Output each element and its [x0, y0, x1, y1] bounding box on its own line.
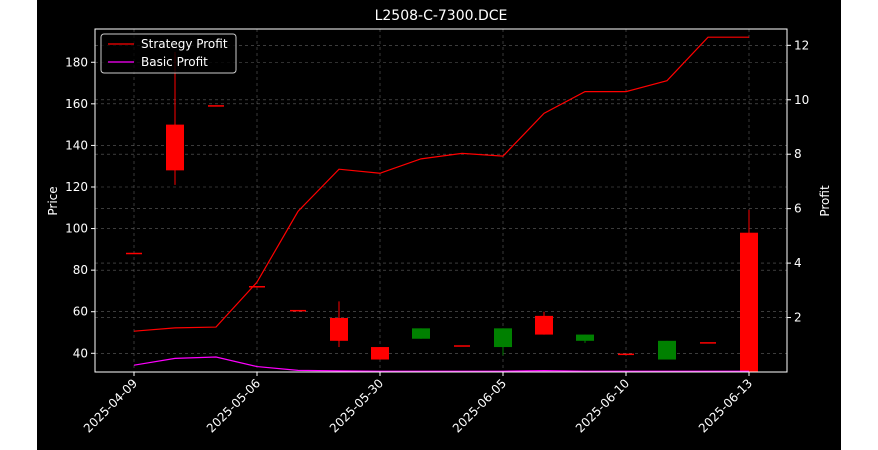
- y-right-tick-label: 12: [794, 38, 809, 52]
- x-tick-label: 2025-05-30: [327, 376, 386, 435]
- y-axis-left-label: Price: [46, 186, 60, 215]
- y-right-tick-label: 8: [794, 147, 802, 161]
- strategy-profit-line: [133, 36, 749, 332]
- chart-title: L2508-C-7300.DCE: [375, 8, 508, 24]
- legend: Strategy Profit Basic Profit: [100, 33, 237, 74]
- line-layer: [133, 36, 749, 372]
- legend-box: [100, 33, 237, 74]
- candle-body: [658, 340, 676, 360]
- candle-body: [330, 317, 348, 341]
- candle-body: [412, 328, 430, 339]
- y-left-tick-label: 180: [65, 55, 88, 69]
- x-tick-label: 2025-06-13: [696, 376, 755, 435]
- legend-label-strategy: Strategy Profit: [141, 37, 228, 51]
- candle-body: [166, 124, 184, 171]
- basic-profit-line: [133, 356, 749, 372]
- y-left-tick-label: 60: [73, 305, 88, 319]
- y-right-tick-label: 2: [794, 311, 802, 325]
- axis-layer: 40 60 80 100 120 140 160 180 2 4 6 8 10 12 2025-04-09 2…: [65, 38, 809, 435]
- y-left-tick-label: 140: [65, 138, 88, 152]
- y-right-tick-label: 6: [794, 202, 802, 216]
- x-tick-label: 2025-05-06: [204, 376, 263, 435]
- y-axis-right-label: Profit: [818, 185, 832, 217]
- y-left-tick-label: 160: [65, 97, 88, 111]
- y-left-tick-label: 80: [73, 263, 88, 277]
- y-right-tick-label: 4: [794, 256, 802, 270]
- candle-body: [535, 315, 553, 335]
- plot-frame: [94, 28, 788, 373]
- x-tick-label: 2025-06-10: [573, 376, 632, 435]
- y-left-tick-label: 40: [73, 346, 88, 360]
- candle-body: [371, 347, 389, 360]
- grid-layer: [95, 29, 787, 372]
- legend-label-basic: Basic Profit: [141, 55, 208, 69]
- y-left-tick-label: 100: [65, 222, 88, 236]
- x-tick-label: 2025-04-09: [81, 376, 140, 435]
- candle-body: [740, 232, 758, 372]
- chart-background: [37, 0, 841, 450]
- candle-body: [494, 328, 512, 348]
- candle-body: [576, 334, 594, 341]
- x-tick-label: 2025-06-05: [450, 376, 509, 435]
- candle-layer: [126, 51, 758, 372]
- y-right-tick-label: 10: [794, 93, 809, 107]
- y-left-tick-label: 120: [65, 180, 88, 194]
